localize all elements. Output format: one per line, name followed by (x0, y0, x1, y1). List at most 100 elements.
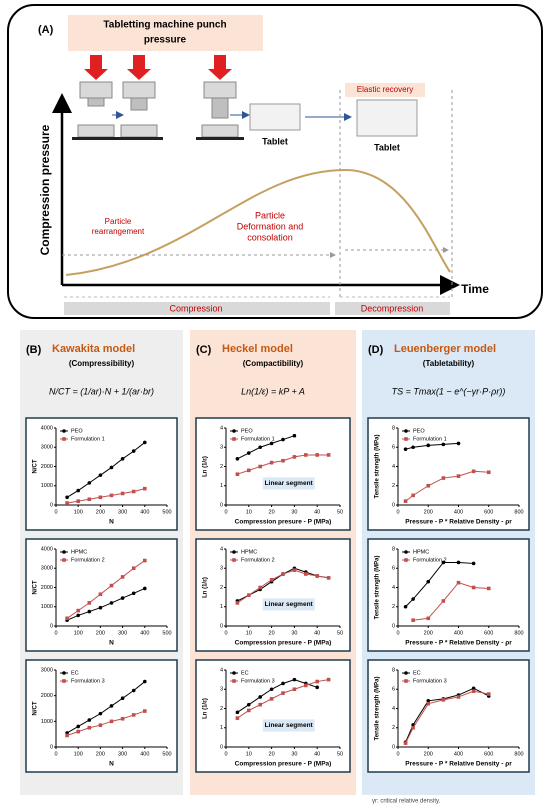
point (292, 677, 297, 682)
point (120, 696, 125, 701)
point (131, 566, 136, 571)
legend-label: HPMC (71, 549, 87, 555)
point (258, 464, 262, 469)
point (109, 601, 114, 605)
point (76, 729, 80, 734)
point (76, 613, 80, 618)
point (403, 499, 408, 503)
point (143, 709, 147, 713)
x-tick-label: 500 (162, 630, 171, 636)
point (120, 457, 125, 461)
x-tick-label: 500 (162, 751, 171, 757)
y-axis-title: Tensile strength (MPa) (375, 556, 381, 620)
point (143, 679, 147, 684)
x-tick-label: 30 (291, 509, 297, 515)
x-tick-label: 300 (118, 630, 127, 636)
point (411, 618, 415, 623)
series-line (66, 588, 145, 621)
y-tick-label: 3000 (41, 566, 53, 572)
y-tick-label: 1 (220, 483, 223, 489)
column-title: Kawakita model (52, 343, 135, 355)
column-subtitle: (Compactibility) (243, 359, 304, 368)
x-axis-title: Compression presure - P (MPa) (235, 640, 332, 647)
footnote: γr: critical relative density. (372, 799, 441, 805)
y-tick-label: 6 (392, 445, 395, 451)
equation: Ln(1/ε) = kP + A (241, 386, 305, 396)
y-tick-label: 0 (50, 744, 53, 750)
x-tick-label: 50 (337, 509, 343, 515)
y-tick-label: 0 (50, 623, 53, 629)
legend-label: PEO (241, 428, 253, 434)
point (235, 710, 240, 715)
x-tick-label: 50 (337, 630, 343, 636)
y-tick-label: 6 (392, 566, 395, 572)
arrow (90, 55, 102, 69)
y-tick-label: 1000 (41, 604, 53, 610)
point (281, 572, 285, 576)
x-tick-label: 40 (314, 630, 320, 636)
x-tick-label: 500 (162, 509, 171, 515)
point (426, 616, 431, 621)
x-tick-label: 0 (224, 751, 227, 757)
y-tick-label: 1000 (41, 483, 53, 489)
point (403, 447, 408, 451)
phase-label: Particle (255, 210, 285, 220)
x-tick-label: 20 (269, 751, 275, 757)
x-tick-label: 400 (454, 630, 463, 636)
label-box (345, 83, 425, 97)
y-tick-label: 0 (220, 502, 223, 508)
phase-label: consolation (247, 232, 293, 242)
point (456, 695, 461, 699)
point (76, 488, 80, 493)
legend-label: Formulation 2 (241, 557, 275, 563)
elastic-recovery: Elastic recovery (357, 85, 413, 94)
point (441, 476, 446, 480)
point (411, 725, 415, 730)
point (326, 677, 331, 682)
y-tick-label: 4000 (41, 546, 53, 552)
x-tick-label: 50 (337, 751, 343, 757)
x-axis-title: Compression presure - P (MPa) (235, 519, 332, 526)
point (292, 433, 297, 438)
point (281, 437, 285, 442)
base (115, 137, 163, 140)
x-tick-label: 600 (484, 509, 493, 515)
y-tick-label: 8 (392, 425, 395, 431)
y-tick-label: 2000 (41, 585, 53, 591)
y-tick-label: 1000 (41, 719, 53, 725)
stage-label: Compression (169, 303, 222, 313)
x-axis-title: N (109, 519, 114, 526)
point (326, 576, 331, 580)
x-tick-label: 10 (246, 630, 252, 636)
legend-label: Formulation 2 (413, 557, 447, 563)
point (235, 472, 240, 476)
point (456, 580, 461, 585)
column-label: (B) (26, 344, 42, 356)
point (486, 586, 491, 591)
x-tick-label: 300 (118, 751, 127, 757)
pressure-curve (65, 168, 451, 276)
point (98, 592, 103, 597)
y-tick-label: 4 (392, 706, 395, 712)
point (281, 691, 285, 695)
point (281, 681, 285, 686)
y-axis-title: Ln (1/ε) (203, 698, 209, 719)
y-tick-label: 2 (392, 604, 395, 610)
column-label: (D) (368, 344, 384, 356)
legend-label: Formulation 3 (71, 678, 105, 684)
point (87, 601, 92, 605)
point (258, 445, 263, 450)
stage-bar (64, 302, 330, 315)
point (403, 741, 408, 745)
punch (196, 55, 244, 140)
x-tick-label: 0 (54, 630, 57, 636)
chart-frame (195, 659, 351, 773)
die (201, 124, 239, 138)
x-axis-title: N (109, 640, 114, 647)
column-label: (C) (196, 344, 212, 356)
point (441, 442, 446, 447)
legend-label: Formulation 2 (71, 557, 105, 563)
point (269, 441, 274, 446)
x-tick-label: 100 (74, 509, 83, 515)
legend-label: HPMC (413, 549, 429, 555)
